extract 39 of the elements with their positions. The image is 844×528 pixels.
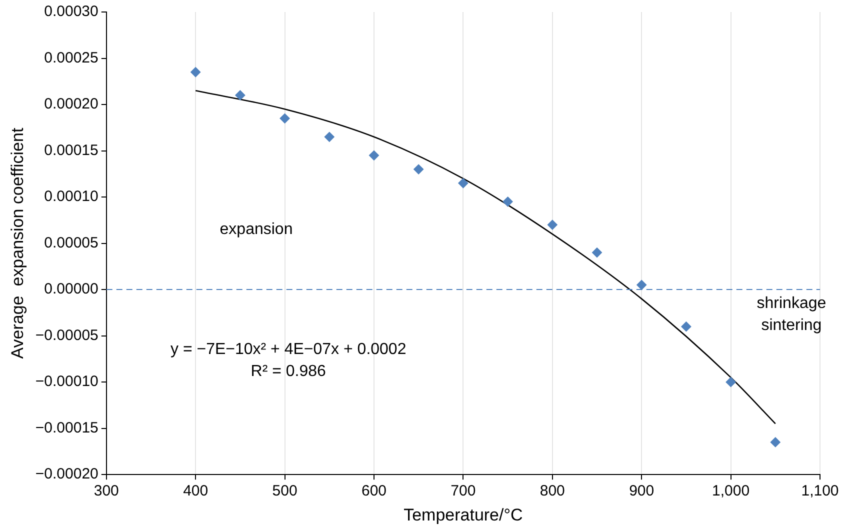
point bbox=[502, 196, 513, 207]
y-tick-label: 0.00000 bbox=[44, 280, 98, 298]
x-tick-label: 1,000 bbox=[712, 482, 750, 500]
x-tick-label: 600 bbox=[361, 482, 387, 500]
x-tick-label: 900 bbox=[629, 482, 654, 500]
point bbox=[636, 280, 647, 290]
y-tick-label: 0.00030 bbox=[44, 3, 98, 20]
y-tick-label: 0.00025 bbox=[44, 49, 98, 66]
y-tick-label: 0.00015 bbox=[44, 142, 98, 159]
point bbox=[368, 150, 379, 160]
point bbox=[324, 132, 334, 142]
y-tick-label: −0.00020 bbox=[35, 466, 98, 483]
annotation: expansion bbox=[220, 220, 293, 238]
y-tick-label: 0.00010 bbox=[44, 188, 98, 206]
point bbox=[547, 220, 558, 230]
point bbox=[458, 178, 468, 188]
y-tick-label: −0.00005 bbox=[35, 326, 98, 344]
y-axis-title: Average expansion coefficient bbox=[8, 128, 27, 359]
x-tick-label: 500 bbox=[272, 482, 298, 500]
point bbox=[414, 164, 424, 174]
point bbox=[726, 377, 736, 388]
x-tick-label: 300 bbox=[94, 482, 119, 500]
x-tick-label: 700 bbox=[450, 482, 476, 500]
point bbox=[592, 248, 602, 258]
x-axis-title: Temperature/°C bbox=[404, 505, 523, 524]
x-tick-label: 400 bbox=[183, 482, 208, 500]
y-tick-label: −0.00015 bbox=[35, 419, 98, 436]
point bbox=[235, 90, 246, 100]
x-tick-label: 800 bbox=[540, 482, 565, 500]
x-tick-label: 1,100 bbox=[801, 482, 839, 500]
annotation: y = −7E−10x² + 4E−07x + 0.0002 R² = 0.986 bbox=[170, 341, 406, 380]
point bbox=[190, 67, 201, 78]
y-tick-label: −0.00010 bbox=[35, 373, 98, 390]
point bbox=[280, 113, 290, 124]
point bbox=[770, 437, 780, 448]
annotation: shrinkage sintering bbox=[756, 294, 826, 334]
y-tick-label: 0.00020 bbox=[44, 96, 98, 113]
point bbox=[681, 322, 692, 332]
y-tick-label: 0.00005 bbox=[44, 234, 98, 252]
